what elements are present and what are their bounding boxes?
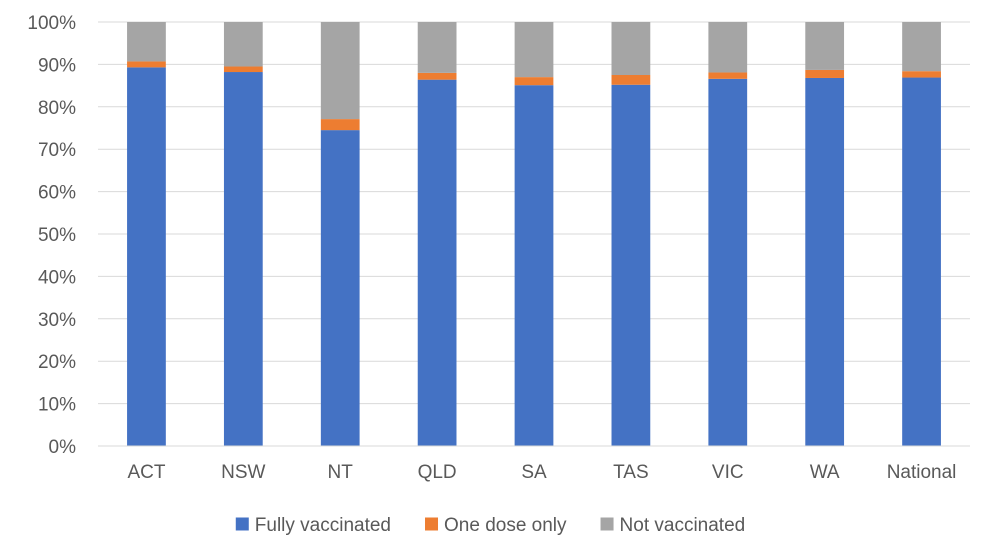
x-tick-label: VIC (712, 462, 744, 483)
bar-segment-fully-vaccinated-act (127, 67, 166, 447)
y-tick-label: 40% (38, 267, 76, 288)
bar-segment-one-dose-only-wa (805, 69, 845, 78)
bar-segment-not-vaccinated-nsw (223, 22, 263, 67)
bar-segment-one-dose-only-sa (514, 77, 554, 86)
bar-segment-one-dose-only-nt (320, 119, 360, 131)
bar-segment-fully-vaccinated-vic (708, 78, 748, 446)
bar-segment-one-dose-only-tas (611, 75, 651, 85)
y-tick-label: 100% (27, 13, 76, 34)
bar-segment-not-vaccinated-sa (514, 22, 554, 78)
bar-segment-one-dose-only-qld (417, 72, 457, 80)
x-tick-label: NSW (221, 462, 265, 483)
y-tick-label: 50% (38, 225, 76, 246)
legend: Fully vaccinated One dose only Not vaccina… (235, 515, 746, 536)
bar-segment-one-dose-only-vic (708, 72, 748, 79)
bar-segment-one-dose-only-act (127, 61, 166, 68)
bar-segment-not-vaccinated-tas (611, 22, 651, 75)
bar-segment-not-vaccinated-vic (708, 22, 748, 73)
bar-segment-not-vaccinated-act (127, 22, 166, 62)
bar-segment-fully-vaccinated-wa (805, 77, 845, 446)
x-tick-label: WA (810, 462, 840, 483)
bar-segment-fully-vaccinated-qld (417, 79, 457, 446)
x-tick-label: ACT (127, 462, 165, 483)
legend-swatch-fully-vaccinated (235, 517, 249, 531)
x-tick-label: TAS (613, 462, 649, 483)
legend-label: Fully vaccinated (255, 515, 391, 536)
bar-segment-fully-vaccinated-sa (514, 85, 554, 447)
bar-segment-not-vaccinated-qld (417, 22, 457, 73)
axes: 0% 10% 20% 30% 40% 50% 60% 70% 80% 90% 100% ACT NSW N… (27, 13, 970, 483)
x-tick-label: National (887, 462, 957, 483)
bar-segment-fully-vaccinated-national (902, 77, 941, 446)
bar-segment-fully-vaccinated-nt (320, 130, 360, 446)
bar-segment-one-dose-only-nsw (223, 66, 263, 73)
legend-swatch-one-dose-only (425, 517, 439, 531)
x-tick-label: SA (521, 462, 547, 483)
bar-segment-not-vaccinated-national (902, 22, 941, 72)
bar-segment-fully-vaccinated-tas (611, 84, 651, 446)
bar-segment-not-vaccinated-wa (805, 22, 845, 70)
y-tick-label: 90% (38, 55, 76, 76)
y-tick-label: 0% (49, 437, 77, 458)
legend-label: One dose only (444, 515, 567, 536)
bar-segment-fully-vaccinated-nsw (223, 72, 263, 447)
y-tick-label: 80% (38, 98, 76, 119)
y-tick-label: 20% (38, 352, 76, 373)
bars (127, 22, 941, 447)
y-tick-label: 60% (38, 183, 76, 204)
x-tick-label: NT (328, 462, 354, 483)
y-tick-label: 30% (38, 310, 76, 331)
y-tick-label: 10% (38, 395, 76, 416)
y-tick-label: 70% (38, 140, 76, 161)
legend-swatch-not-vaccinated (600, 517, 614, 531)
legend-label: Not vaccinated (620, 515, 746, 536)
bar-segment-not-vaccinated-nt (320, 22, 360, 120)
bar-segment-one-dose-only-national (902, 71, 941, 78)
x-tick-label: QLD (418, 462, 457, 483)
